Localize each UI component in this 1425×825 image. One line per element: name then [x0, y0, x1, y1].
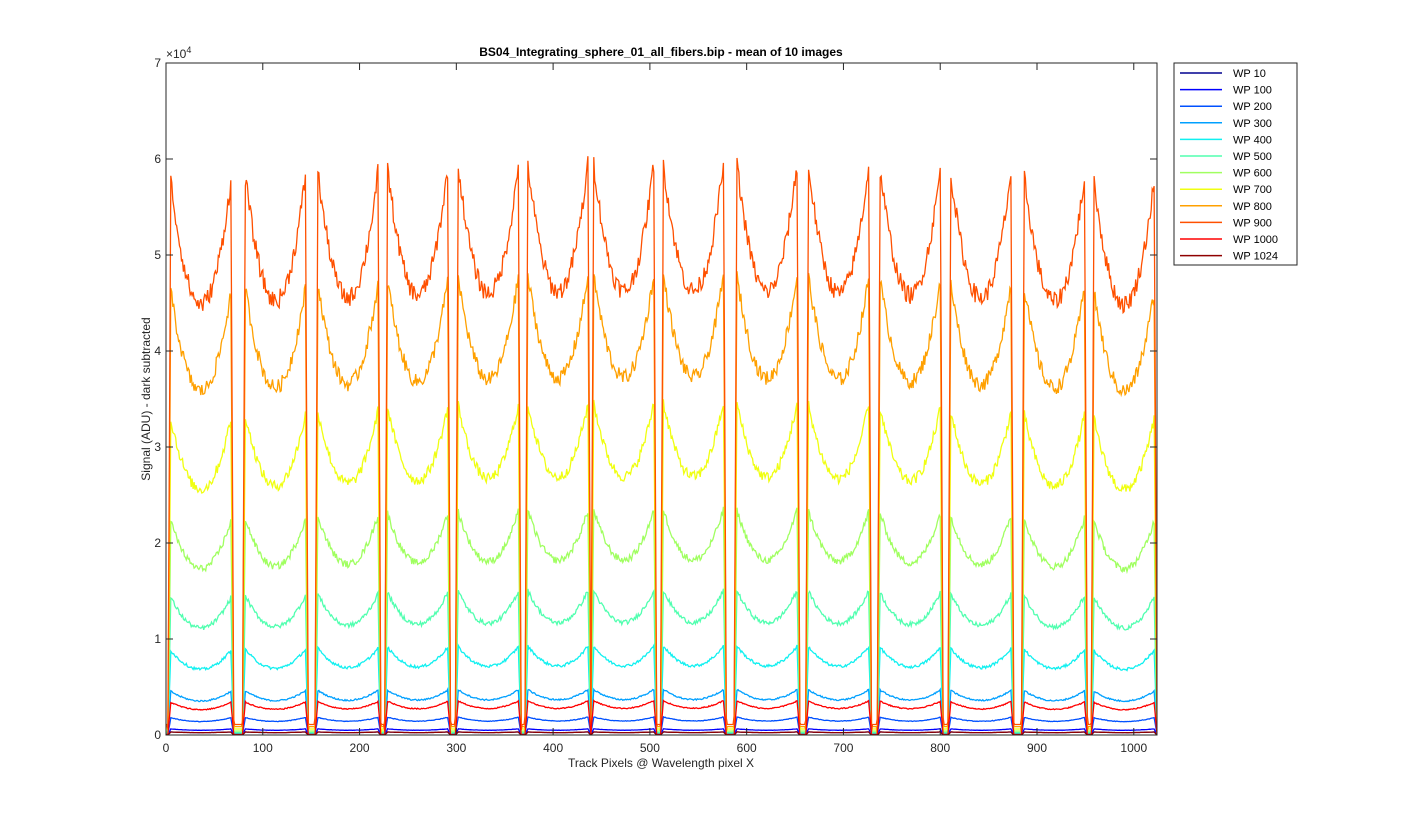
y-exponent-label: ×104	[166, 45, 191, 61]
x-tick-label: 600	[737, 741, 757, 755]
legend-entry: WP 500	[1233, 151, 1272, 163]
y-tick-label: 1	[154, 632, 161, 646]
x-tick-label: 200	[350, 741, 370, 755]
series-line-wp-900	[166, 156, 1157, 733]
x-tick-label: 100	[253, 741, 273, 755]
x-axis-label: Track Pixels @ Wavelength pixel X	[568, 756, 754, 770]
series-line-wp-1000	[166, 698, 1157, 735]
chart-title: BS04_Integrating_sphere_01_all_fibers.bi…	[479, 45, 843, 59]
series-line-wp-100	[166, 728, 1157, 735]
x-tick-label: 1000	[1120, 741, 1147, 755]
y-tick-label: 3	[154, 440, 161, 454]
y-tick-label: 5	[154, 248, 161, 262]
legend-entry: WP 600	[1233, 168, 1272, 180]
series-line-wp-1024	[166, 731, 1157, 735]
legend-box	[1173, 62, 1298, 266]
y-tick-label: 2	[154, 536, 161, 550]
y-axis-label: Signal (ADU) - dark subtracted	[139, 317, 153, 480]
legend-entry: WP 10	[1233, 68, 1266, 80]
x-tick-label: 400	[543, 741, 563, 755]
x-tick-label: 800	[930, 741, 950, 755]
legend-entry: WP 100	[1233, 85, 1272, 97]
legend-entry: WP 200	[1233, 101, 1272, 113]
y-tick-label: 7	[154, 56, 161, 70]
y-tick-label: 6	[154, 152, 161, 166]
y-exponent-power: 4	[186, 45, 191, 55]
x-tick-label: 300	[446, 741, 466, 755]
legend: WP 10 WP 100 WP 200 WP 300 WP 400 WP 500 WP 60…	[1173, 62, 1298, 266]
y-tick-label: 4	[154, 344, 161, 358]
legend-entry: WP 800	[1233, 201, 1272, 213]
legend-entry: WP 300	[1233, 118, 1272, 130]
ticks-layer: 0 100 200 300 400 500 600 700 800 900 1000 0 1 2 3 4 5 6 7	[154, 56, 1157, 755]
legend-entry: WP 700	[1233, 184, 1272, 196]
x-tick-label: 900	[1027, 741, 1047, 755]
x-tick-label: 700	[833, 741, 853, 755]
legend-entry: WP 400	[1233, 134, 1272, 146]
plot-frame	[165, 62, 1158, 736]
series-layer	[166, 156, 1157, 735]
x-tick-label: 0	[163, 741, 170, 755]
legend-entry: WP 900	[1233, 217, 1272, 229]
y-exponent-base: ×10	[166, 47, 187, 61]
legend-entry: WP 1000	[1233, 234, 1278, 246]
legend-entry: WP 1024	[1233, 251, 1278, 263]
x-tick-label: 500	[640, 741, 660, 755]
y-tick-label: 0	[154, 728, 161, 742]
